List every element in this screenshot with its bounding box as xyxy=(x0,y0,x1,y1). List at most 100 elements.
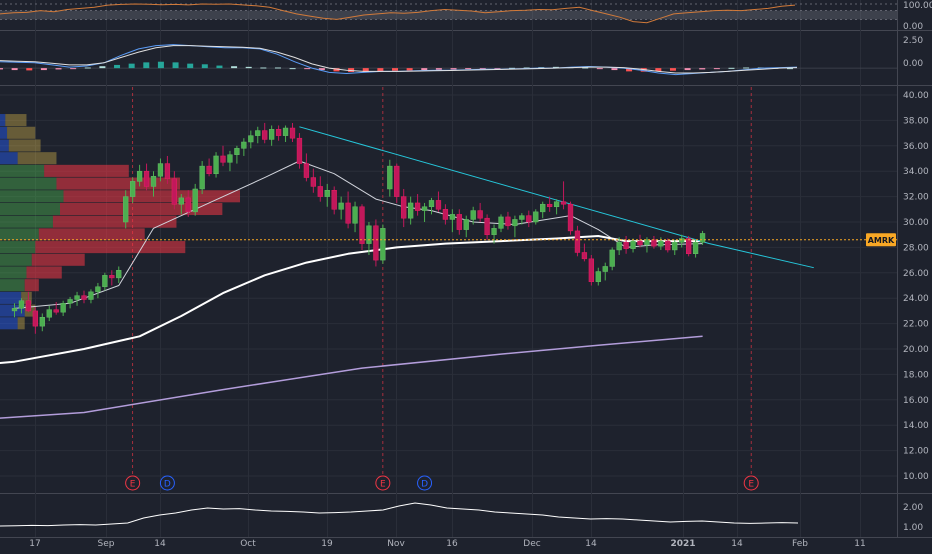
price-y-tick-label: 14.00 xyxy=(903,421,929,431)
candle-down xyxy=(526,215,532,223)
macd-histogram-bar xyxy=(494,68,501,70)
macd-histogram-bar xyxy=(318,68,325,71)
macd-histogram-bar xyxy=(465,68,472,70)
candle-up xyxy=(644,239,650,246)
x-tick-label: Dec xyxy=(523,539,540,549)
earnings-marker-icon xyxy=(743,475,759,491)
candle-up xyxy=(616,242,622,251)
price-y-tick-label: 12.00 xyxy=(903,447,929,457)
macd-histogram-bar xyxy=(626,68,633,72)
candle-down xyxy=(651,239,657,247)
candle-up xyxy=(658,240,664,247)
lower-indicator-panel xyxy=(0,502,799,527)
grid-layer xyxy=(0,0,932,538)
macd-histogram-bar xyxy=(84,67,91,69)
macd-histogram-bar xyxy=(216,65,223,69)
rsi-y-tick-label: 100.00 xyxy=(903,1,932,11)
macd-histogram-bar xyxy=(611,68,618,71)
candle-down xyxy=(623,242,629,249)
macd-histogram-bar xyxy=(11,68,18,71)
rsi-panel xyxy=(0,3,897,24)
candle-down xyxy=(32,310,39,327)
macd-histogram-bar xyxy=(450,68,457,70)
price-y-tick-label: 24.00 xyxy=(903,294,929,304)
candle-up xyxy=(352,206,358,224)
volume-profile-up-bar xyxy=(0,190,64,203)
candle-down xyxy=(262,130,268,140)
candle-down xyxy=(143,170,150,187)
price-y-tick-label: 18.00 xyxy=(903,370,929,380)
volume-profile xyxy=(0,114,240,330)
rsi-band xyxy=(0,10,897,20)
candle-down xyxy=(109,275,115,279)
macd-histogram-bar xyxy=(421,68,428,71)
volume-profile-down-bar xyxy=(52,215,177,228)
candle-up xyxy=(595,271,601,282)
macd-histogram-bar xyxy=(245,66,252,69)
volume-profile-down-bar xyxy=(35,241,186,254)
candle-down xyxy=(25,300,32,312)
macd-histogram-bar xyxy=(99,66,106,69)
dividend-marker-icon xyxy=(159,475,175,491)
volume-profile-up-bar xyxy=(0,215,53,228)
x-tick-label: 14 xyxy=(154,539,166,549)
macd-histogram-bar xyxy=(552,66,559,69)
candle-down xyxy=(588,258,595,282)
candle-up xyxy=(338,202,344,210)
candle-up xyxy=(630,240,636,249)
candle-down xyxy=(220,155,226,163)
x-tick-label: Sep xyxy=(98,539,115,549)
macd-y-tick-label: 0.00 xyxy=(903,59,923,69)
macd-histogram-bar xyxy=(70,68,77,70)
macd-histogram-bar xyxy=(362,68,369,72)
candle-up xyxy=(672,242,678,251)
candle-up xyxy=(463,219,469,230)
macd-histogram-bar xyxy=(333,68,340,72)
volume-profile-up-bar xyxy=(0,139,9,152)
volume-profile-up-bar xyxy=(0,279,25,292)
candle-up xyxy=(227,154,233,163)
price-y-tick-label: 38.00 xyxy=(903,116,929,126)
event-marker-label: D xyxy=(164,480,171,490)
x-tick-label: 16 xyxy=(446,539,458,549)
x-tick-label: 19 xyxy=(321,539,333,549)
x-tick-label: Nov xyxy=(387,539,405,549)
volume-profile-down-bar xyxy=(21,291,32,304)
macd-histogram-bar xyxy=(128,63,135,69)
event-marker-label: D xyxy=(421,480,428,490)
candle-down xyxy=(686,238,692,254)
x-tick-label: Feb xyxy=(792,539,808,549)
price-y-tick-label: 22.00 xyxy=(903,320,929,330)
lower-y-tick-label: 2.00 xyxy=(903,503,923,513)
earnings-marker-icon xyxy=(375,475,391,491)
candle-down xyxy=(206,165,212,174)
candle-down xyxy=(185,197,191,213)
volume-profile-up-bar xyxy=(0,266,27,279)
macd-histogram-bar xyxy=(655,68,662,72)
macd-histogram-bar xyxy=(684,68,691,71)
volume-profile-down-bar xyxy=(5,114,27,127)
candle-down xyxy=(567,203,574,232)
candle-up xyxy=(366,225,372,244)
candle-down xyxy=(456,214,462,230)
x-tick-label: 14 xyxy=(731,539,743,549)
macd-histogram-bar xyxy=(40,68,47,71)
macd-histogram-bar xyxy=(582,67,589,69)
candle-up xyxy=(39,317,45,327)
macd-histogram-bar xyxy=(172,62,179,69)
dividend-marker-icon xyxy=(417,475,433,491)
candle-up xyxy=(512,219,518,227)
price-y-tick-label: 28.00 xyxy=(903,243,929,253)
volume-profile-down-bar xyxy=(38,228,145,241)
x-tick-label: 11 xyxy=(854,539,865,549)
price-y-tick-label: 36.00 xyxy=(903,142,929,152)
event-marker-label: E xyxy=(380,480,386,490)
volume-profile-up-bar xyxy=(0,241,36,254)
candle-up xyxy=(74,295,80,300)
volume-profile-down-bar xyxy=(17,317,25,330)
volume-profile-up-bar xyxy=(0,164,45,177)
macd-histogram-bar xyxy=(26,68,33,71)
